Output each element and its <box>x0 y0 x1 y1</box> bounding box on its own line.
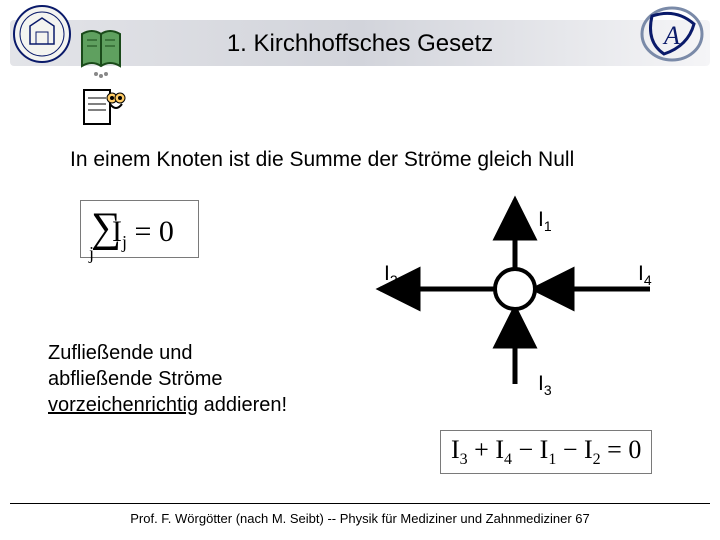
node-current-diagram <box>360 184 670 414</box>
label-I4: I4 <box>638 262 652 288</box>
reader-icon <box>82 84 126 128</box>
sum-formula: ∑jIj = 0 <box>80 200 199 258</box>
statement-text: In einem Knoten ist die Summe der Ströme… <box>70 148 574 172</box>
equation-formula: I3 + I4 − I1 − I2 = 0 <box>440 430 652 474</box>
label-I3: I3 <box>538 372 552 398</box>
note-line1: Zufließende und <box>48 342 193 364</box>
note-line2: abfließende Ströme <box>48 368 223 390</box>
note-text: Zufließende und abfließende Ströme vorze… <box>48 340 287 418</box>
note-underline: vorzeichenrichtig <box>48 394 198 416</box>
label-I1: I1 <box>538 208 552 234</box>
footer-text: Prof. F. Wörgötter (nach M. Seibt) -- Ph… <box>0 511 720 526</box>
label-I2: I2 <box>384 262 398 288</box>
footer-divider <box>10 503 710 504</box>
note-line3-rest: addieren! <box>198 394 287 416</box>
book-icon <box>78 26 124 78</box>
